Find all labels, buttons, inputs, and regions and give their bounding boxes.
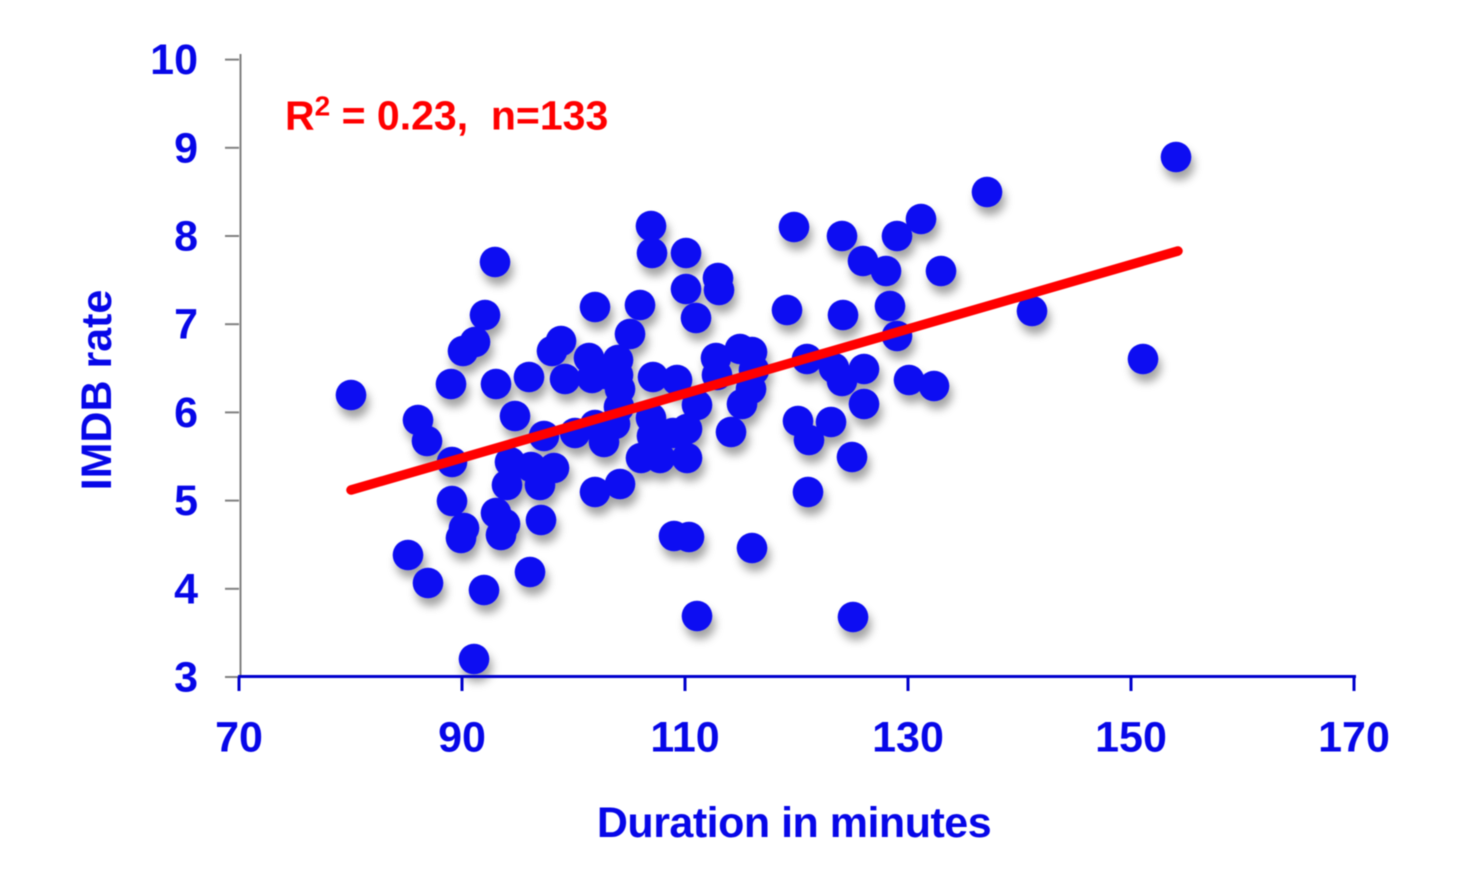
svg-text:IMDB rate: IMDB rate (73, 290, 121, 491)
svg-text:70: 70 (215, 714, 263, 762)
svg-text:8: 8 (174, 213, 198, 261)
svg-text:10: 10 (150, 36, 198, 84)
svg-text:7: 7 (174, 301, 198, 349)
svg-text:90: 90 (438, 714, 486, 762)
svg-text:5: 5 (174, 477, 198, 525)
svg-text:R2 = 0.23, n=133: R2 = 0.23, n=133 (285, 91, 608, 139)
svg-text:3: 3 (174, 654, 198, 702)
svg-text:9: 9 (174, 124, 198, 172)
svg-text:150: 150 (1095, 714, 1167, 762)
svg-text:4: 4 (174, 565, 198, 613)
svg-text:170: 170 (1318, 714, 1390, 762)
svg-text:Duration in minutes: Duration in minutes (597, 799, 991, 847)
svg-text:130: 130 (872, 714, 944, 762)
svg-text:110: 110 (650, 714, 719, 762)
svg-text:6: 6 (174, 389, 198, 437)
